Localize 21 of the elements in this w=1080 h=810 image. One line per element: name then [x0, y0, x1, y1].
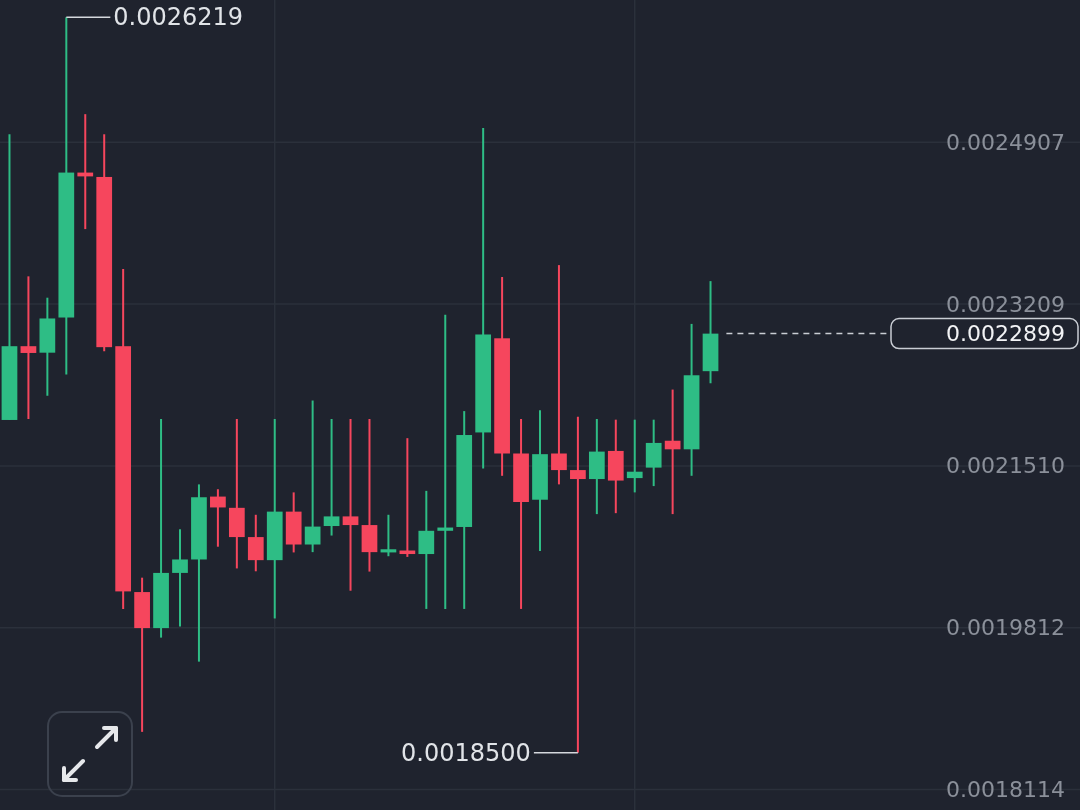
- ref-line-label: 0.0022899: [946, 321, 1065, 347]
- candlestick: [342, 418, 359, 592]
- y-tick-label: 0.0024907: [946, 129, 1065, 155]
- candlestick: [626, 418, 643, 494]
- candlestick: [380, 513, 397, 558]
- candlestick: [418, 489, 435, 610]
- y-tick-label: 0.0023209: [946, 291, 1065, 317]
- candlestick: [304, 399, 321, 554]
- y-tick-label: 0.0021510: [946, 453, 1065, 479]
- candlestick: [570, 415, 586, 754]
- candlestick: [247, 513, 264, 573]
- candlestick: [210, 488, 226, 548]
- candlestick: [437, 313, 454, 610]
- y-tick-label: 0.0018114: [946, 777, 1065, 803]
- candlestick: [551, 264, 567, 486]
- candlestick: [20, 275, 37, 421]
- annotation: 0.0018500: [401, 738, 531, 767]
- candlestick: [172, 528, 188, 628]
- y-tick-label: 0.0019812: [946, 615, 1065, 641]
- candlestick: [323, 418, 340, 537]
- annotation: 0.0026219: [113, 3, 244, 32]
